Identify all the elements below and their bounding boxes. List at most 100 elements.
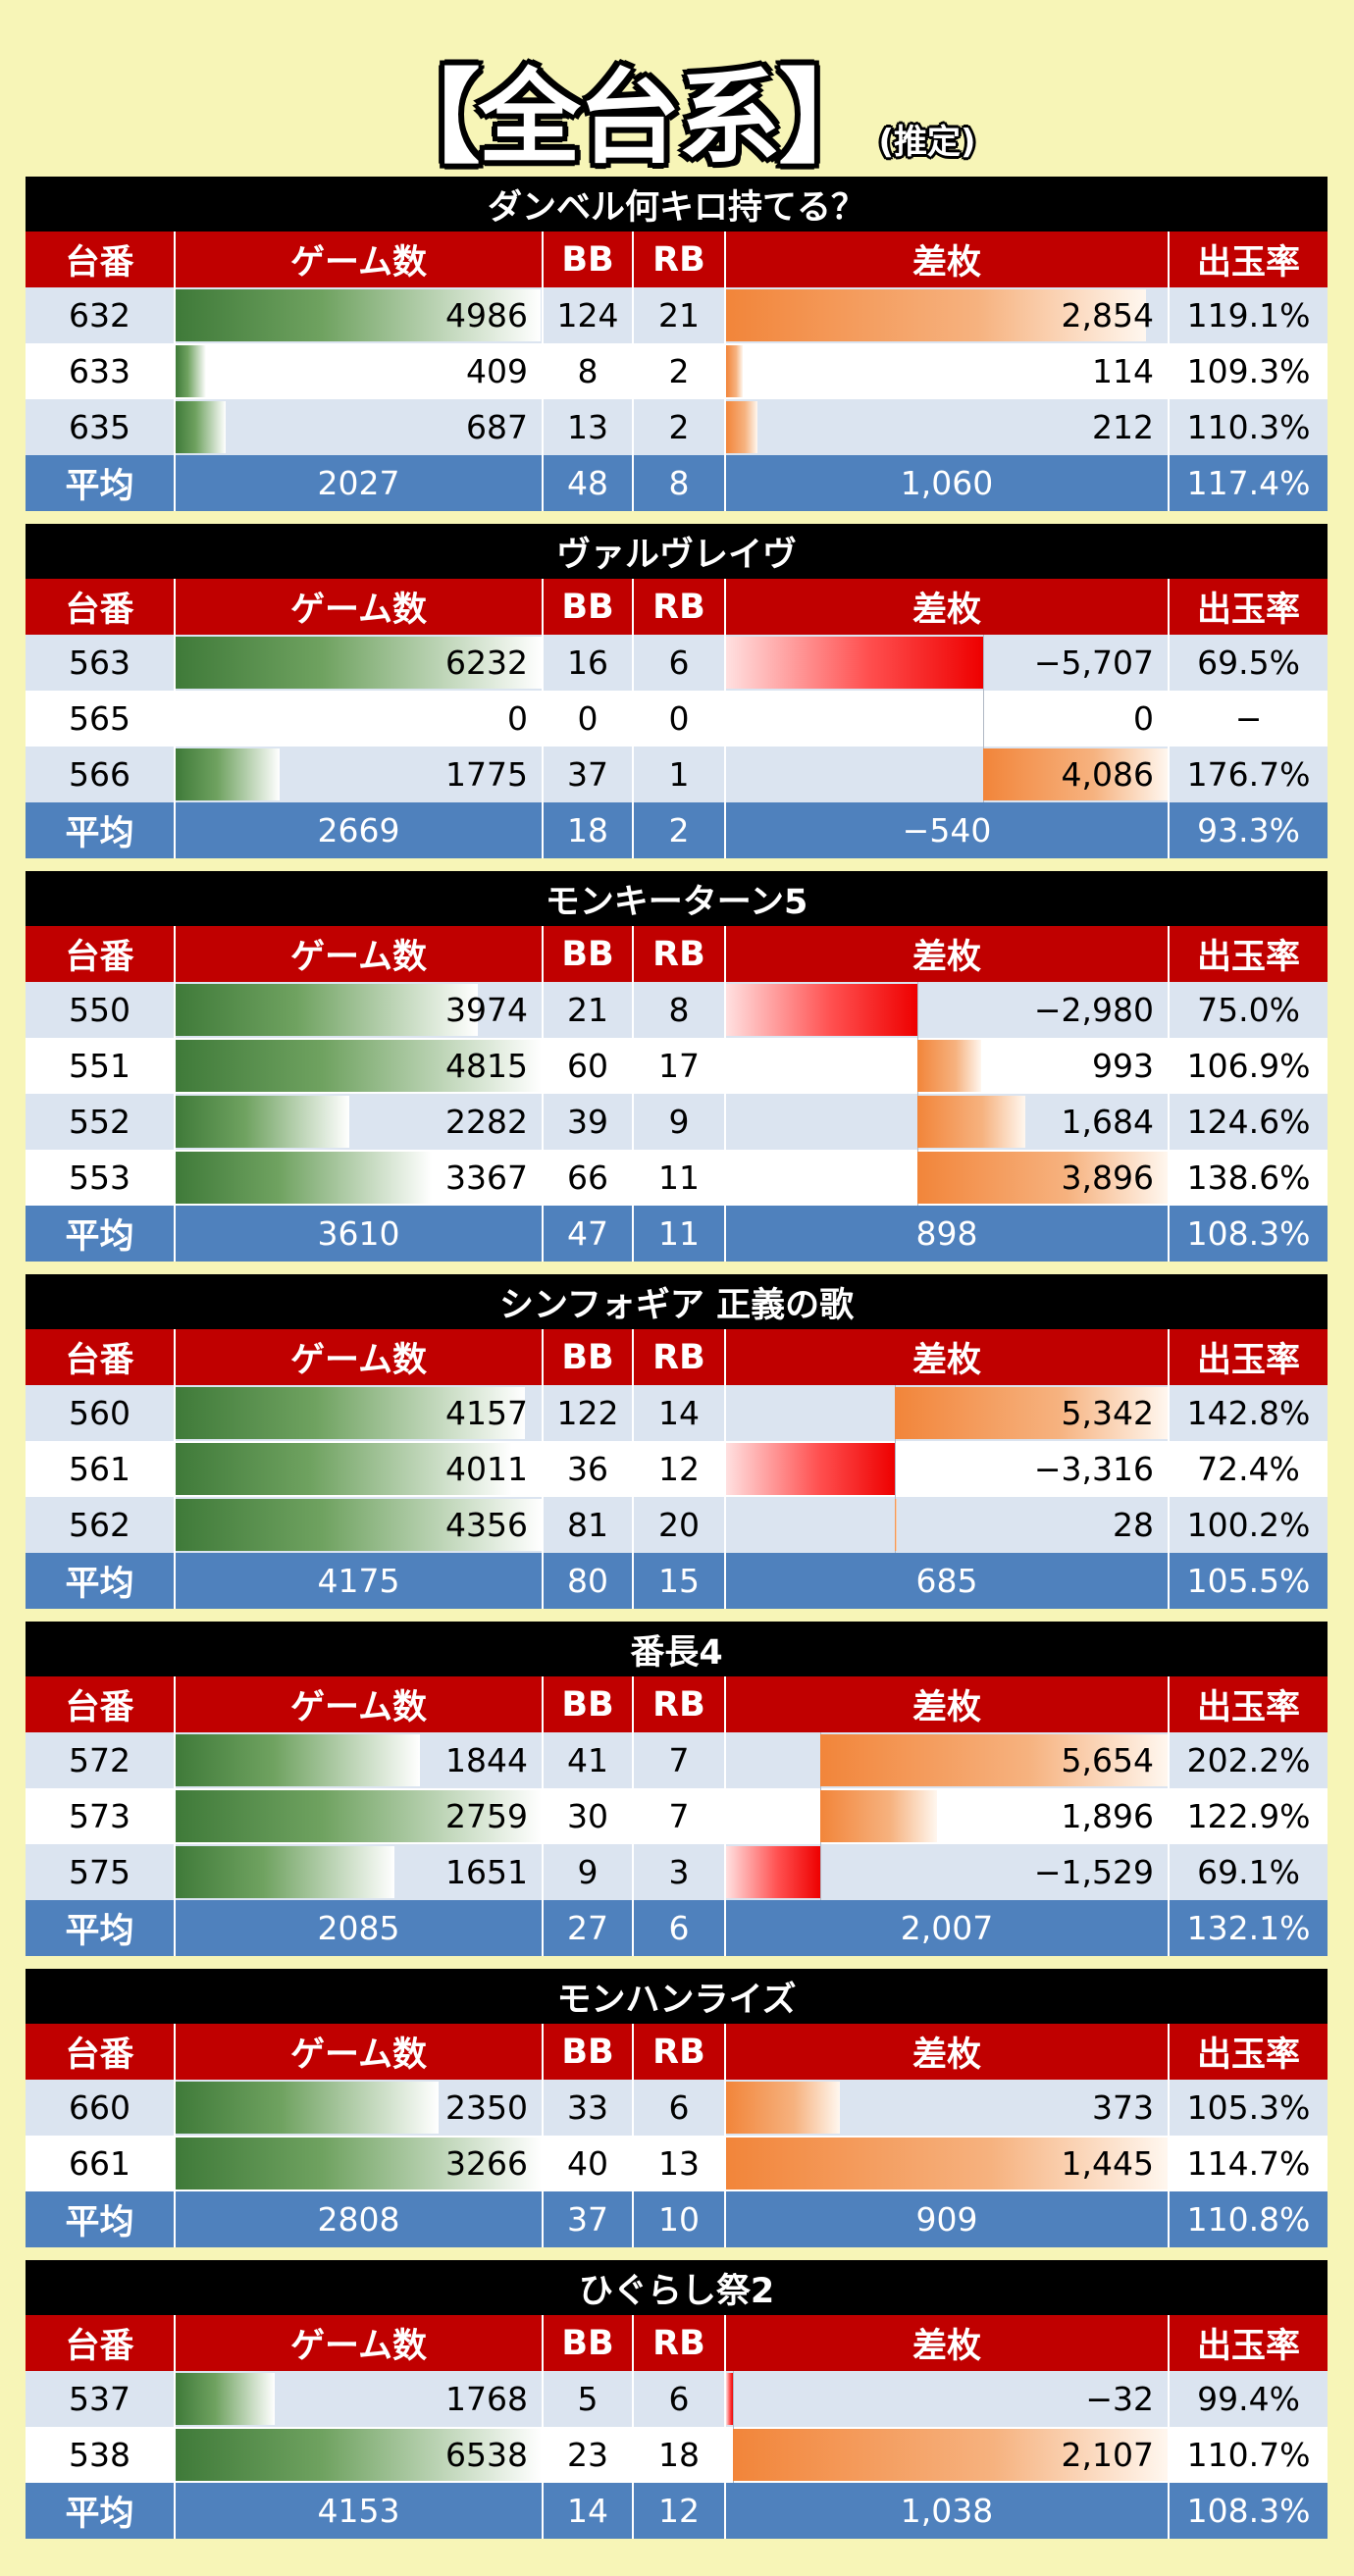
diff-cell: 212 — [725, 399, 1170, 455]
col-header-games: ゲーム数 — [175, 232, 544, 287]
games-bar — [176, 1846, 395, 1898]
bb-count: 33 — [543, 2080, 634, 2136]
table-row: 538 6538 23 18 2,107 110.7% — [26, 2427, 1328, 2483]
machine-number: 660 — [26, 2080, 176, 2136]
bb-count: 16 — [543, 635, 634, 691]
title-main: 【全台系】 — [378, 58, 880, 178]
data-table: ひぐらし祭2 台番 ゲーム数 BB RB 差枚 出玉率 537 1768 5 6 −32 99.4% 53… — [26, 2260, 1328, 2539]
machine-name-row: モンキーターン5 — [26, 871, 1328, 926]
col-header-no: 台番 — [26, 1676, 176, 1732]
bb-count: 124 — [543, 287, 634, 343]
col-header-rb: RB — [633, 2315, 726, 2371]
diff-value: 5,342 — [1061, 1394, 1154, 1432]
rb-count: 11 — [633, 1150, 726, 1206]
rb-count: 1 — [633, 747, 726, 802]
games-cell: 409 — [175, 343, 544, 399]
rb-count: 17 — [633, 1038, 726, 1094]
data-table: モンキーターン5 台番 ゲーム数 BB RB 差枚 出玉率 550 3974 21 8 −2,980 7… — [26, 871, 1328, 1262]
page-title: 【全台系】(推定) — [0, 34, 1354, 178]
diff-value: 1,684 — [1061, 1103, 1154, 1141]
payout-rate: 105.3% — [1169, 2080, 1328, 2136]
col-header-rb: RB — [633, 579, 726, 635]
diff-value: 3,896 — [1061, 1159, 1154, 1197]
average-row: 平均 4175 80 15 685 105.5% — [26, 1553, 1328, 1609]
payout-rate: 69.1% — [1169, 1844, 1328, 1900]
games-cell: 1775 — [175, 747, 544, 802]
bb-count: 37 — [543, 747, 634, 802]
diff-cell: 114 — [725, 343, 1170, 399]
average-games: 2669 — [175, 802, 544, 858]
games-cell: 687 — [175, 399, 544, 455]
diff-cell: 0 — [725, 691, 1170, 747]
games-value: 4986 — [445, 296, 528, 335]
games-bar — [176, 401, 227, 453]
games-bar — [176, 2429, 541, 2481]
col-header-rb: RB — [633, 2024, 726, 2080]
bb-count: 39 — [543, 1094, 634, 1150]
diff-cell: 1,445 — [725, 2136, 1170, 2191]
games-bar — [176, 984, 478, 1036]
payout-rate: 122.9% — [1169, 1788, 1328, 1844]
col-header-rate: 出玉率 — [1169, 1676, 1328, 1732]
diff-value: 993 — [1092, 1047, 1154, 1085]
machine-section: ヴァルヴレイヴ 台番 ゲーム数 BB RB 差枚 出玉率 563 6232 16 6 −5,707 69… — [26, 524, 1328, 858]
diff-bar-negative — [726, 984, 918, 1036]
col-header-no: 台番 — [26, 232, 176, 287]
games-cell: 4011 — [175, 1441, 544, 1497]
average-diff: 1,060 — [725, 455, 1170, 511]
payout-rate: 100.2% — [1169, 1497, 1328, 1553]
payout-rate: 110.3% — [1169, 399, 1328, 455]
diff-value: 28 — [1113, 1506, 1154, 1544]
payout-rate: 69.5% — [1169, 635, 1328, 691]
machine-section: モンハンライズ 台番 ゲーム数 BB RB 差枚 出玉率 660 2350 33 6 373 105.3… — [26, 1969, 1328, 2247]
games-value: 4157 — [445, 1394, 528, 1432]
games-cell: 4356 — [175, 1497, 544, 1553]
average-rate: 117.4% — [1169, 455, 1328, 511]
games-cell: 4815 — [175, 1038, 544, 1094]
table-row: 633 409 8 2 114 109.3% — [26, 343, 1328, 399]
machine-number: 575 — [26, 1844, 176, 1900]
col-header-bb: BB — [543, 2024, 634, 2080]
machine-number: 552 — [26, 1094, 176, 1150]
diff-bar-positive — [917, 1040, 981, 1092]
col-header-games: ゲーム数 — [175, 2024, 544, 2080]
average-rb: 12 — [633, 2483, 726, 2539]
col-header-rate: 出玉率 — [1169, 926, 1328, 982]
games-bar — [176, 1790, 541, 1842]
machine-name-row: モンハンライズ — [26, 1969, 1328, 2024]
diff-value: −2,980 — [1033, 991, 1154, 1029]
rb-count: 6 — [633, 635, 726, 691]
games-value: 4011 — [445, 1450, 528, 1488]
average-games: 4175 — [175, 1553, 544, 1609]
average-bb: 47 — [543, 1206, 634, 1262]
bb-count: 9 — [543, 1844, 634, 1900]
table-row: 661 3266 40 13 1,445 114.7% — [26, 2136, 1328, 2191]
col-header-bb: BB — [543, 1329, 634, 1385]
games-bar — [176, 345, 206, 397]
header-row: 台番 ゲーム数 BB RB 差枚 出玉率 — [26, 232, 1328, 287]
diff-cell: 3,896 — [725, 1150, 1170, 1206]
games-bar — [176, 2138, 541, 2190]
machine-number: 537 — [26, 2371, 176, 2427]
diff-cell: −32 — [725, 2371, 1170, 2427]
rb-count: 3 — [633, 1844, 726, 1900]
games-cell: 1844 — [175, 1732, 544, 1788]
payout-rate: 119.1% — [1169, 287, 1328, 343]
average-games: 2027 — [175, 455, 544, 511]
payout-rate: 138.6% — [1169, 1150, 1328, 1206]
rb-count: 20 — [633, 1497, 726, 1553]
col-header-games: ゲーム数 — [175, 1329, 544, 1385]
average-rate: 108.3% — [1169, 2483, 1328, 2539]
machine-name: モンキーターン5 — [26, 871, 1328, 926]
average-bb: 18 — [543, 802, 634, 858]
games-cell: 3367 — [175, 1150, 544, 1206]
diff-bar-negative — [726, 2373, 733, 2425]
diff-cell: 5,342 — [725, 1385, 1170, 1441]
machine-number: 573 — [26, 1788, 176, 1844]
col-header-rate: 出玉率 — [1169, 1329, 1328, 1385]
bb-count: 13 — [543, 399, 634, 455]
bb-count: 60 — [543, 1038, 634, 1094]
average-label: 平均 — [26, 1553, 176, 1609]
table-row: 572 1844 41 7 5,654 202.2% — [26, 1732, 1328, 1788]
machine-name: ひぐらし祭2 — [26, 2260, 1328, 2315]
